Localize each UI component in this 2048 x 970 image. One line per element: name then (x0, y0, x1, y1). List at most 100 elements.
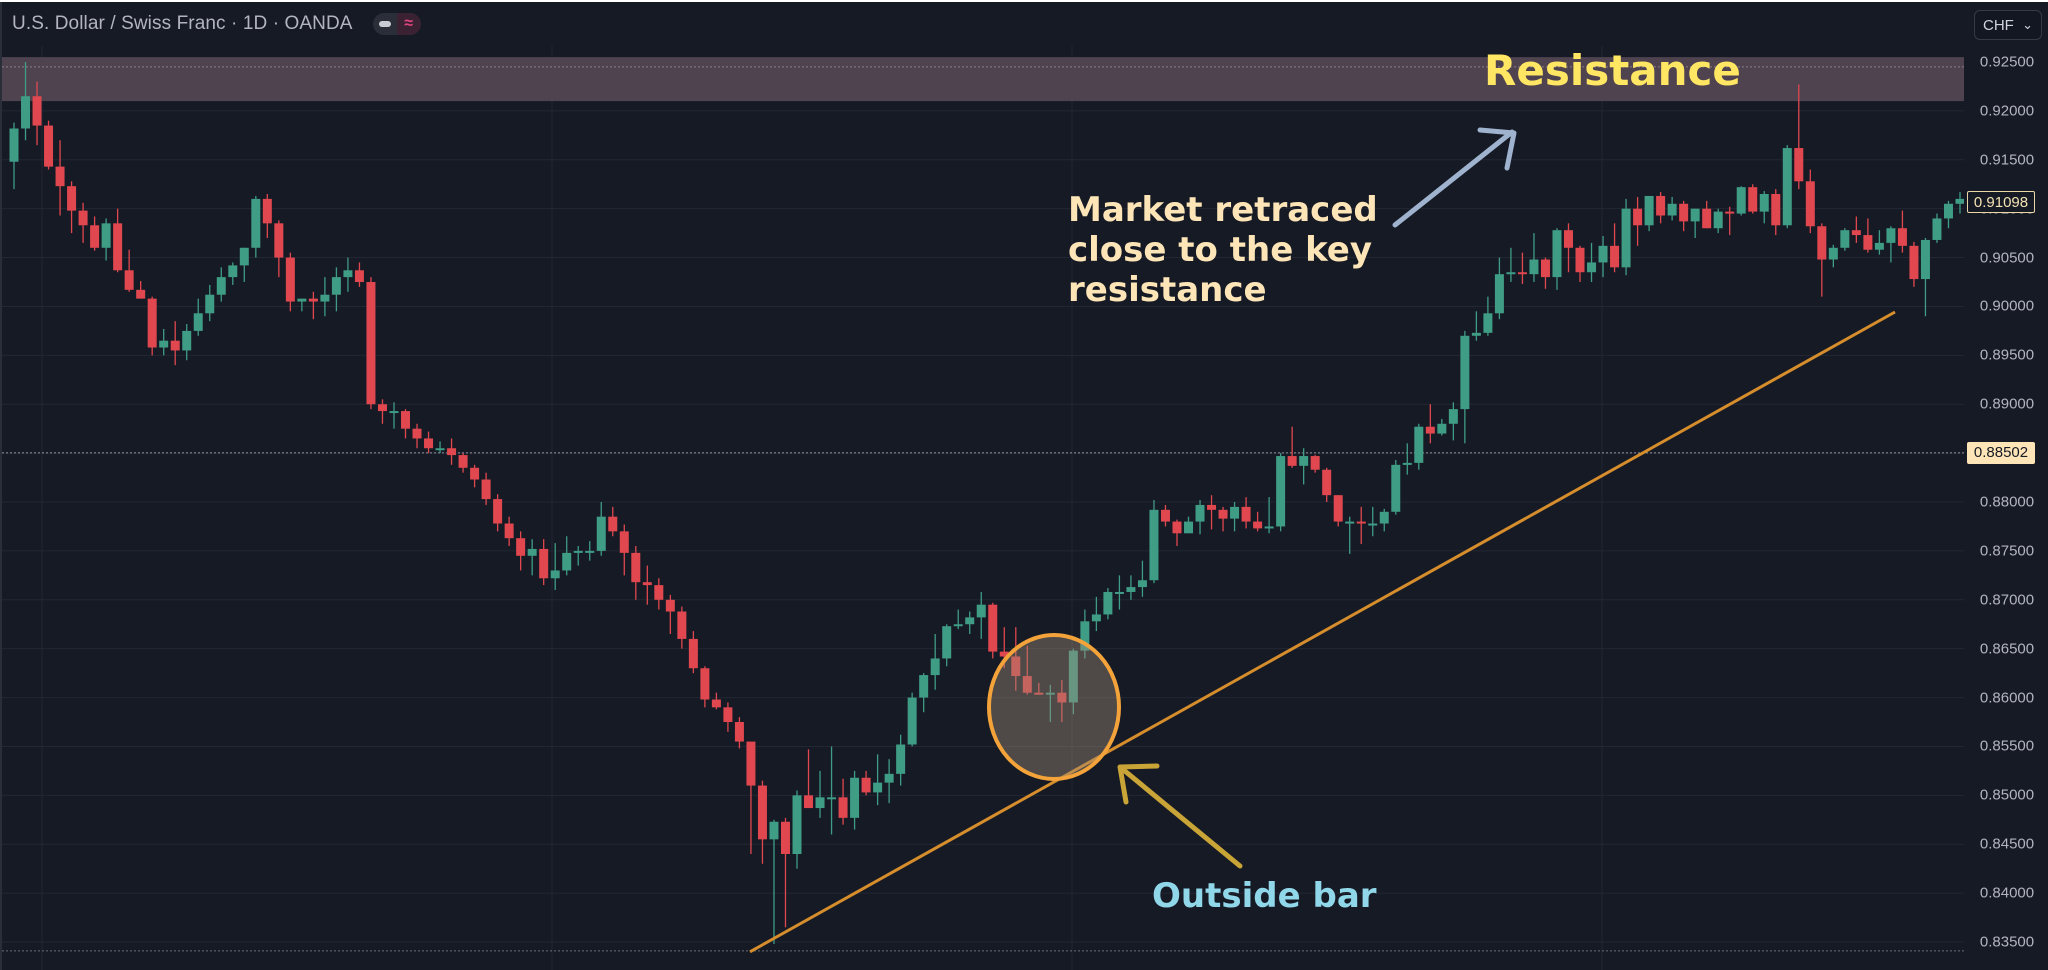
candle-up[interactable] (1437, 423, 1447, 434)
candle-up[interactable] (1828, 247, 1838, 260)
candle-down[interactable] (1575, 247, 1585, 273)
candle-up[interactable] (251, 198, 261, 248)
candle-up[interactable] (320, 294, 330, 302)
candle-down[interactable] (1863, 235, 1873, 250)
trendline[interactable] (749, 310, 1896, 954)
candle-down[interactable] (1702, 208, 1712, 229)
candle-up[interactable] (1621, 208, 1631, 268)
candle-up[interactable] (1529, 259, 1539, 275)
candle-down[interactable] (1805, 181, 1815, 227)
candle-down[interactable] (1679, 203, 1689, 222)
candle-up[interactable] (1414, 426, 1424, 463)
candle-down[interactable] (1633, 208, 1643, 226)
candle-down[interactable] (723, 707, 733, 723)
candle-up[interactable] (21, 96, 31, 129)
candle-down[interactable] (1725, 211, 1735, 214)
candle-down[interactable] (1425, 426, 1435, 434)
candle-up[interactable] (182, 330, 192, 351)
candle-down[interactable] (1817, 226, 1827, 260)
candle-down[interactable] (458, 455, 468, 468)
candle-up[interactable] (1552, 230, 1562, 278)
candle-down[interactable] (90, 225, 100, 248)
candle-up[interactable] (228, 265, 238, 278)
candle-up[interactable] (1667, 203, 1677, 216)
candle-up[interactable] (1736, 187, 1746, 214)
candle-down[interactable] (32, 96, 42, 126)
candle-up[interactable] (792, 795, 802, 855)
candle-down[interactable] (412, 428, 422, 439)
candle-down[interactable] (631, 552, 641, 583)
candle-up[interactable] (930, 658, 940, 676)
candle-up[interactable] (1068, 650, 1078, 703)
candle-up[interactable] (1955, 198, 1965, 204)
candle-down[interactable] (424, 438, 434, 449)
candle-down[interactable] (838, 797, 848, 818)
candle-up[interactable] (1045, 692, 1055, 695)
candle-up[interactable] (331, 277, 341, 295)
candle-up[interactable] (976, 604, 986, 618)
candle-up[interactable] (1345, 521, 1355, 524)
candle-up[interactable] (1506, 272, 1516, 275)
candle-down[interactable] (1794, 148, 1804, 182)
candle-up[interactable] (9, 128, 19, 162)
candle-up[interactable] (907, 697, 917, 745)
candle-down[interactable] (1909, 245, 1919, 280)
candle-down[interactable] (861, 777, 871, 793)
candle-down[interactable] (1057, 692, 1067, 703)
arrow-up-right-icon[interactable] (1392, 127, 1517, 228)
candle-down[interactable] (1517, 272, 1527, 275)
candle-up[interactable] (965, 617, 975, 625)
candle-up[interactable] (1874, 242, 1884, 250)
candle-down[interactable] (1356, 521, 1366, 524)
candle-down[interactable] (1897, 228, 1907, 246)
candle-down[interactable] (274, 223, 284, 258)
candle-up[interactable] (527, 548, 537, 556)
candle-down[interactable] (262, 198, 272, 224)
candle-up[interactable] (1299, 456, 1309, 466)
candle-up[interactable] (1840, 230, 1850, 248)
retrace-note[interactable]: Market retraced close to the key resista… (1068, 190, 1378, 310)
candle-up[interactable] (953, 624, 963, 627)
candle-up[interactable] (1080, 621, 1090, 651)
candle-up[interactable] (919, 675, 929, 698)
outside-bar-highlight-circle[interactable] (987, 633, 1121, 781)
candle-down[interactable] (999, 651, 1009, 657)
candle-up[interactable] (297, 298, 307, 302)
candle-up[interactable] (1230, 506, 1240, 519)
candle-down[interactable] (1656, 195, 1666, 216)
candle-up[interactable] (1137, 580, 1147, 588)
candle-up[interactable] (343, 270, 353, 278)
candle-down[interactable] (124, 270, 134, 290)
candle-down[interactable] (1218, 509, 1228, 519)
candle-up[interactable] (1782, 148, 1792, 226)
candle-up[interactable] (205, 294, 215, 314)
candle-down[interactable] (1310, 456, 1320, 470)
candle-down[interactable] (746, 741, 756, 786)
indicator-toggle-pill[interactable]: ≈ (372, 13, 421, 35)
candle-down[interactable] (711, 699, 721, 708)
candle-down[interactable] (539, 548, 549, 579)
candle-up[interactable] (1471, 332, 1481, 336)
candle-down[interactable] (1172, 521, 1182, 534)
candle-down[interactable] (988, 604, 998, 652)
candle-up[interactable] (815, 797, 825, 809)
candle-down[interactable] (516, 538, 526, 556)
candle-down[interactable] (1610, 245, 1620, 268)
candle-down[interactable] (757, 785, 767, 840)
candle-down[interactable] (136, 289, 146, 299)
candle-up[interactable] (101, 223, 111, 248)
candle-down[interactable] (447, 448, 457, 456)
candle-down[interactable] (619, 531, 629, 553)
candle-down[interactable] (504, 523, 514, 539)
candle-up[interactable] (1713, 211, 1723, 229)
price-axis[interactable]: 0.925000.920000.915000.910000.905000.900… (1964, 2, 2048, 970)
chart-plot-area[interactable] (2, 2, 1964, 970)
candle-up[interactable] (573, 550, 583, 553)
candle-down[interactable] (55, 166, 65, 187)
candle-up[interactable] (596, 516, 606, 551)
candle-down[interactable] (493, 499, 503, 524)
candle-down[interactable] (654, 585, 664, 600)
candle-up[interactable] (562, 552, 572, 571)
candle-down[interactable] (1287, 456, 1297, 466)
candle-up[interactable] (884, 773, 894, 783)
